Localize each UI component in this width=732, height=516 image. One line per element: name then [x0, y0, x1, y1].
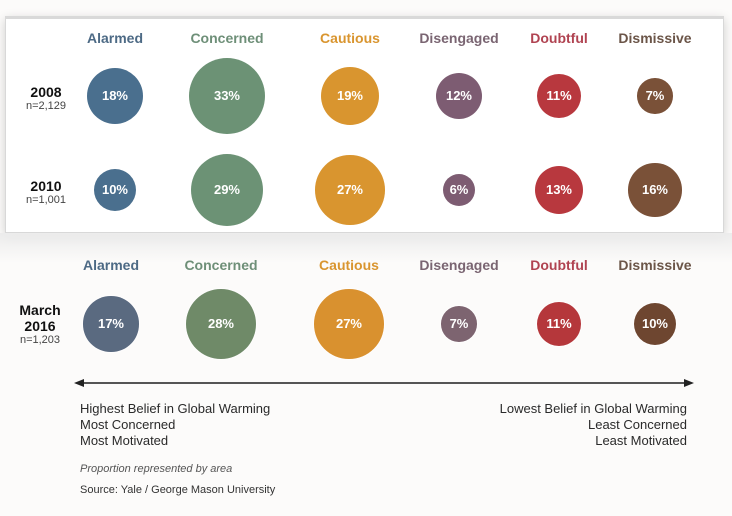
caption-right-line-1: Lowest Belief in Global Warming: [499, 401, 687, 416]
bubble-label: 11%: [546, 88, 572, 104]
axis-caption-left: Highest Belief in Global Warming Most Co…: [80, 401, 270, 449]
bubble-2008-alarmed: 18%: [86, 67, 144, 125]
column-header-concerned-top: Concerned: [190, 30, 264, 46]
row-label-2010: 2010 n=1,001: [26, 178, 66, 207]
bubble-2010-dismissive: 16%: [628, 163, 682, 217]
axis-caption-right: Lowest Belief in Global Warming Least Co…: [500, 401, 687, 449]
panel-shadow: [0, 233, 732, 263]
bubble-label: 7%: [449, 316, 469, 332]
bubble-label: 27%: [335, 316, 362, 332]
bubble-2008-disengaged: 12%: [435, 72, 483, 120]
source-credit: Source: Yale / George Mason University: [80, 484, 276, 496]
bubble-2010-disengaged: 6%: [442, 173, 476, 207]
bubble-label: 33%: [213, 88, 240, 104]
bubble-label: 11%: [546, 316, 572, 332]
caption-left-line-2: Most Concerned: [80, 417, 176, 432]
bubble-2008-cautious: 19%: [320, 66, 380, 126]
column-header-alarmed-top: Alarmed: [86, 30, 144, 46]
bubble-label: 18%: [101, 88, 128, 104]
bubble-march-2016-doubtful: 11%: [536, 301, 582, 347]
caption-right-line-3: Least Motivated: [595, 433, 687, 448]
bubble-label: 10%: [641, 316, 668, 332]
area-note: Proportion represented by area: [80, 463, 233, 475]
bubble-2010-doubtful: 13%: [534, 165, 584, 215]
bubble-march-2016-disengaged: 7%: [441, 306, 477, 342]
bubble-2008-concerned: 33%: [188, 57, 266, 135]
bubble-label: 17%: [97, 316, 124, 332]
bubble-2010-concerned: 29%: [190, 153, 264, 227]
bubble-label: 27%: [336, 182, 363, 198]
bubble-label: 6%: [449, 182, 469, 198]
column-header-alarmed-bottom: Alarmed: [82, 257, 140, 273]
bubble-label: 7%: [645, 88, 665, 104]
bubble-label: 16%: [641, 182, 668, 198]
bubble-label: 28%: [207, 316, 234, 332]
bubble-label: 13%: [545, 182, 572, 198]
belief-axis: [74, 379, 694, 387]
bubble-march-2016-cautious: 27%: [314, 289, 384, 359]
bubble-label: 29%: [213, 182, 240, 198]
column-header-doubtful-top: Doubtful: [530, 30, 588, 46]
caption-left-line-3: Most Motivated: [80, 433, 169, 448]
column-header-disengaged-bottom: Disengaged: [419, 257, 499, 273]
bubble-2008-doubtful: 11%: [536, 73, 582, 119]
bubble-2008-dismissive: 7%: [637, 78, 673, 114]
bubble-march-2016-alarmed: 17%: [83, 296, 139, 352]
bubble-march-2016-concerned: 28%: [185, 288, 257, 360]
column-header-cautious-top: Cautious: [320, 30, 380, 46]
row-year-2010: 2010: [30, 178, 62, 194]
column-header-dismissive-top: Dismissive: [618, 30, 692, 46]
column-header-doubtful-bottom: Doubtful: [530, 257, 588, 273]
column-header-concerned-bottom: Concerned: [184, 257, 258, 273]
row-year-2008: 2008: [30, 84, 62, 100]
column-header-cautious-bottom: Cautious: [319, 257, 379, 273]
column-header-disengaged-top: Disengaged: [419, 30, 499, 46]
axis-arrow-right-icon: [684, 379, 694, 387]
caption-left-line-1: Highest Belief in Global Warming: [80, 401, 271, 416]
row-n-2010: n=1,001: [25, 194, 67, 207]
axis-arrow-left-icon: [74, 379, 84, 387]
bubble-2010-cautious: 27%: [315, 155, 385, 225]
row-year-2016: 2016: [24, 318, 56, 335]
bubble-label: 19%: [336, 88, 363, 104]
column-header-dismissive-bottom: Dismissive: [618, 257, 692, 273]
bubble-label: 12%: [445, 88, 472, 104]
bubble-march-2016-dismissive: 10%: [633, 302, 677, 346]
row-n-2016: n=1,203: [19, 334, 61, 347]
bubble-2010-alarmed: 10%: [93, 168, 137, 212]
row-n-2008: n=2,129: [25, 100, 67, 113]
row-label-2016: March 2016 n=1,203: [19, 302, 60, 347]
bubble-label: 10%: [101, 182, 128, 198]
caption-right-line-2: Least Concerned: [587, 417, 687, 432]
row-label-2008: 2008 n=2,129: [26, 84, 66, 113]
row-month-2016: March: [19, 302, 61, 318]
